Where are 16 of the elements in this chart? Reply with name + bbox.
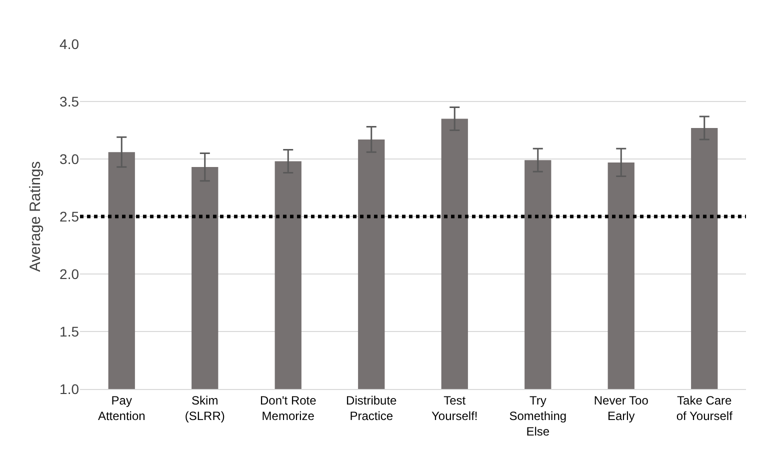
y-tick-label: 3.5	[60, 93, 80, 110]
x-tick-label: Distribute Practice	[346, 393, 398, 423]
x-tick-label: Test Yourself!	[431, 393, 478, 423]
y-tick-label: 2.5	[60, 208, 80, 224]
y-tick-label: 4.0	[60, 36, 80, 52]
x-tick-label: Take Care of Yourself	[676, 393, 734, 423]
x-tick-label: Pay Attention	[98, 393, 146, 423]
y-tick-label: 1.5	[60, 323, 80, 340]
x-tick-label: Skim (SLRR)	[184, 393, 225, 423]
y-tick-label: 1.0	[60, 380, 80, 397]
y-tick-label: 2.0	[60, 266, 80, 282]
y-axis-title: Average Ratings	[26, 161, 44, 272]
x-tick-label: Don't Rote Memorize	[260, 393, 317, 423]
x-tick-label: Never Too Early	[594, 393, 649, 423]
y-tick-label: 3.0	[60, 150, 80, 167]
x-tick-label: Try Something Else	[509, 393, 567, 439]
